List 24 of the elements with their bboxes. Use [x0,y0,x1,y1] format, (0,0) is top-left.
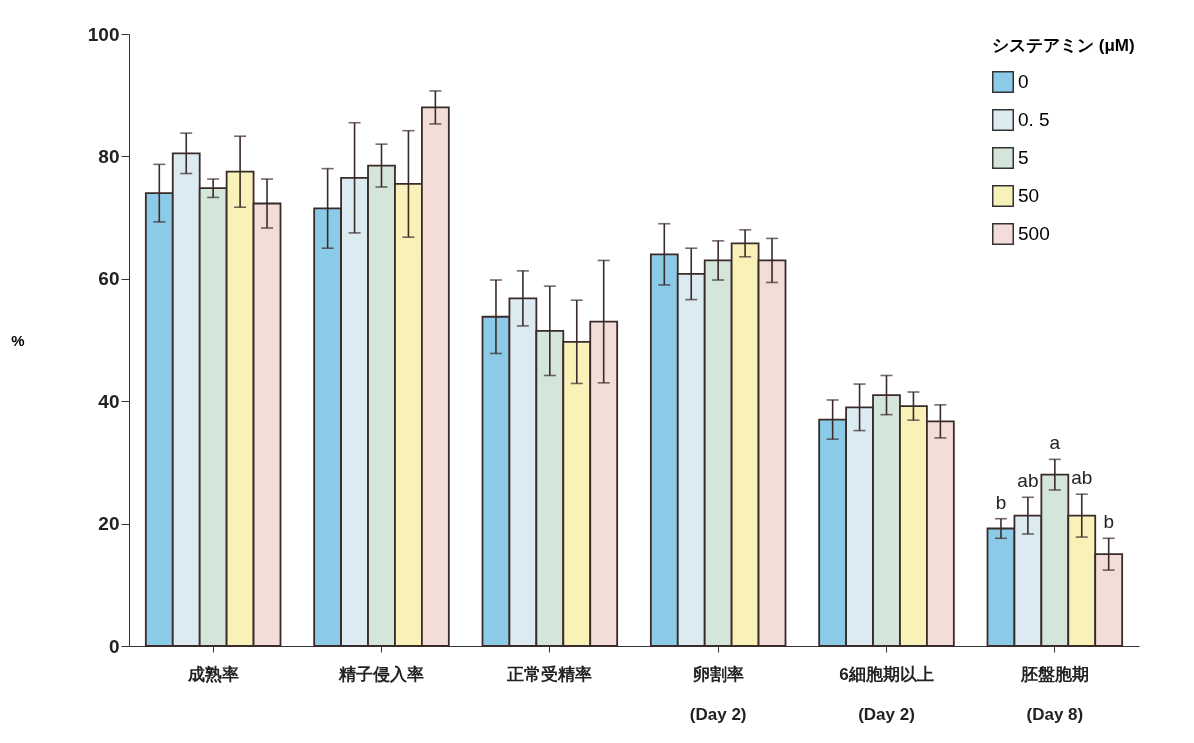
annotation: b [995,491,1007,513]
y-tick-label: 20 [98,513,120,535]
legend-label: 500 [1018,223,1050,244]
category-label: 胚盤胞期 (Day 8) [1020,664,1089,724]
annotation: b [1103,511,1114,533]
y-tick-label: 60 [98,268,120,290]
annotation: a [1049,432,1061,454]
x-tick-label: 精子侵入率 [338,664,424,684]
legend-label: 0. 5 [1018,109,1050,130]
legend-label: 0 [1018,71,1029,92]
legend-label: 50 [1018,185,1040,206]
y-axis-title: % [11,331,25,349]
category-label: 卵割率 (Day 2) [689,664,747,724]
annotation: ab [1071,467,1093,489]
y-tick-label: 0 [108,635,120,657]
annotation: ab [1017,470,1039,492]
x-tick-label: 正常受精率 [506,664,593,684]
y-tick-label: 80 [98,145,120,167]
y-tick-label: 40 [98,390,120,412]
legend-title: システアミン (μM) [992,36,1135,55]
x-tick-label: 成熟率 [186,664,239,684]
legend-label: 5 [1018,147,1029,168]
y-tick-label: 100 [87,23,120,45]
category-label: 6細胞期以上 (Day 2) [839,664,934,724]
